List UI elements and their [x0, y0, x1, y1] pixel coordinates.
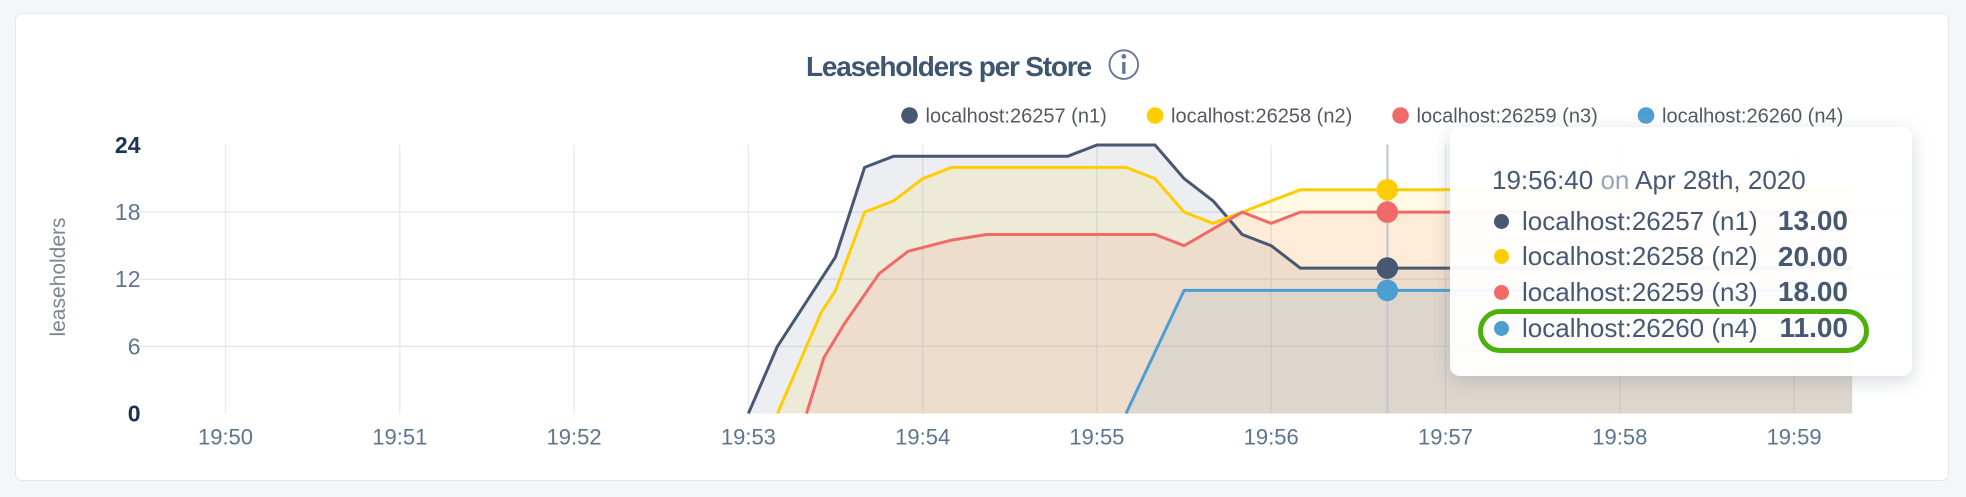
- svg-text:19:53: 19:53: [721, 425, 776, 450]
- svg-text:6: 6: [128, 333, 141, 359]
- svg-text:19:56: 19:56: [1244, 425, 1299, 450]
- svg-text:19:59: 19:59: [1767, 425, 1822, 450]
- svg-text:19:52: 19:52: [547, 425, 602, 450]
- svg-text:leaseholders: leaseholders: [47, 217, 70, 336]
- svg-text:24: 24: [115, 132, 141, 158]
- svg-text:19:54: 19:54: [895, 425, 950, 450]
- svg-text:19:58: 19:58: [1592, 425, 1647, 450]
- svg-text:localhost:26260 (n4): localhost:26260 (n4): [1662, 105, 1843, 127]
- svg-text:19:50: 19:50: [198, 425, 253, 450]
- svg-text:Leaseholders per Store: Leaseholders per Store: [806, 51, 1091, 82]
- svg-text:19:55: 19:55: [1069, 425, 1124, 450]
- svg-text:localhost:26259 (n3): localhost:26259 (n3): [1417, 105, 1598, 127]
- svg-text:18: 18: [115, 199, 141, 225]
- svg-text:12: 12: [115, 266, 141, 292]
- svg-text:localhost:26258 (n2): localhost:26258 (n2): [1171, 105, 1352, 127]
- svg-text:19:51: 19:51: [372, 425, 427, 450]
- svg-text:19:57: 19:57: [1418, 425, 1473, 450]
- svg-text:localhost:26257 (n1): localhost:26257 (n1): [926, 105, 1107, 127]
- svg-text:0: 0: [128, 401, 141, 427]
